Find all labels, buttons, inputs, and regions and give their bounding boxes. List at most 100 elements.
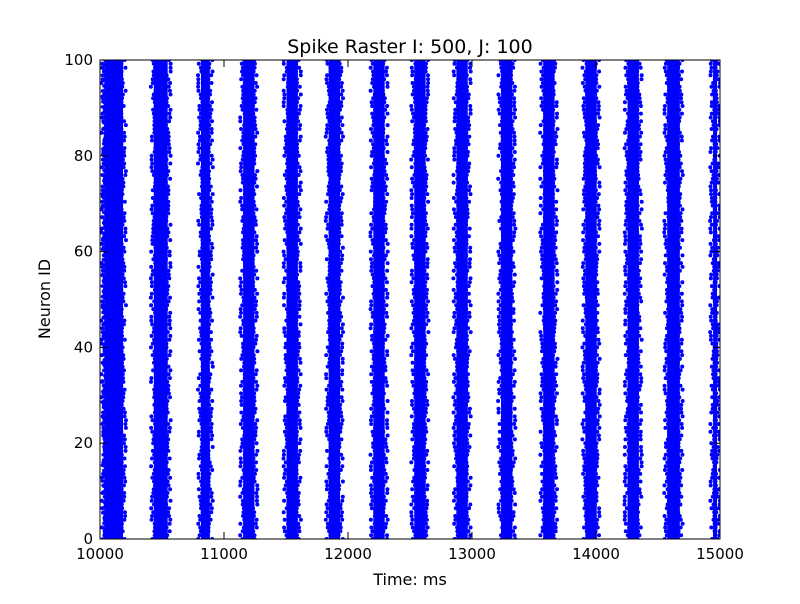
spike-point: [639, 410, 643, 415]
spike-point: [581, 360, 586, 365]
spike-point: [165, 410, 170, 415]
spike-point: [465, 153, 470, 158]
spike-point: [327, 272, 332, 277]
spike-point: [295, 399, 300, 403]
spike-point: [666, 215, 671, 220]
spike-point: [716, 261, 720, 266]
spike-point: [713, 150, 718, 154]
spike-point: [542, 169, 547, 174]
spike-point: [453, 517, 458, 522]
spike-point: [150, 514, 155, 518]
spike-point: [510, 146, 515, 151]
spike-point: [593, 176, 598, 181]
spike-point: [708, 115, 713, 120]
spike-point: [100, 463, 105, 468]
spike-point: [676, 376, 681, 381]
spike-point: [210, 138, 214, 143]
spike-point: [152, 483, 157, 488]
spike-point: [254, 368, 259, 373]
spike-point: [583, 491, 588, 495]
spike-point: [238, 326, 243, 331]
spike-point: [678, 525, 683, 530]
spike-point: [713, 372, 718, 377]
spike-point: [324, 425, 329, 430]
spike-point: [325, 127, 330, 131]
spike-point: [240, 157, 245, 162]
spike-point: [585, 533, 590, 538]
spike-point: [151, 173, 156, 177]
spike-point: [286, 402, 290, 407]
spike-point: [623, 391, 628, 396]
spike-point: [120, 96, 125, 101]
spike-point: [297, 307, 302, 312]
spike-point: [594, 364, 599, 369]
spike-point: [151, 73, 156, 78]
spike-point: [623, 529, 628, 534]
spike-point: [294, 157, 299, 162]
spike-point: [496, 176, 501, 181]
spike-point: [151, 111, 156, 116]
spike-point: [498, 146, 502, 151]
spike-point: [152, 356, 157, 361]
spike-point: [581, 207, 586, 212]
spike-point: [543, 456, 548, 461]
spike-point: [594, 77, 599, 82]
spike-point: [423, 410, 428, 415]
spike-point: [584, 529, 589, 534]
spike-point: [341, 295, 345, 300]
spike-point: [371, 402, 376, 407]
spike-point: [385, 249, 390, 254]
spike-point: [123, 88, 128, 93]
spike-point: [294, 433, 299, 438]
spike-point: [636, 468, 641, 472]
spike-point: [199, 207, 204, 212]
spike-point: [251, 514, 256, 518]
spike-point: [543, 218, 547, 223]
spike-point: [168, 92, 173, 97]
spike-point: [638, 364, 643, 369]
spike-point: [500, 284, 505, 289]
spike-point: [511, 307, 516, 312]
spike-point: [676, 464, 681, 469]
spike-point: [255, 241, 260, 246]
spike-point: [541, 291, 546, 296]
spike-point: [637, 406, 642, 411]
spike-point: [253, 81, 258, 85]
spike-point: [253, 341, 258, 346]
spike-point: [498, 280, 503, 285]
spike-point: [468, 276, 473, 281]
spike-point: [120, 529, 125, 534]
spike-point: [164, 100, 169, 105]
spike-point: [552, 399, 557, 403]
spike-point: [717, 433, 720, 438]
spike-point: [541, 318, 546, 323]
spike-point: [101, 337, 105, 341]
spike-point: [251, 353, 256, 358]
spike-point: [584, 234, 589, 239]
spike-point: [337, 188, 342, 193]
spike-point: [369, 127, 373, 131]
spike-point: [679, 483, 684, 488]
spike-point: [709, 383, 714, 388]
spike-point: [286, 165, 291, 170]
spike-point: [538, 310, 543, 315]
spike-point: [327, 529, 332, 534]
spike-point: [121, 498, 126, 503]
spike-point: [512, 533, 517, 538]
spike-point: [339, 326, 344, 331]
spike-point: [582, 429, 587, 434]
spike-point: [667, 433, 671, 438]
spike-point: [370, 310, 375, 315]
spike-point: [711, 425, 716, 430]
spike-point: [199, 341, 204, 346]
spike-point: [452, 211, 457, 216]
spike-point: [206, 395, 211, 400]
spike-point: [295, 222, 300, 227]
spike-point: [551, 249, 556, 254]
spike-point: [294, 245, 299, 250]
spike-point: [581, 192, 586, 197]
spike-point: [381, 510, 386, 515]
spike-point: [509, 188, 513, 193]
spike-point: [710, 471, 715, 476]
spike-point: [286, 310, 291, 315]
